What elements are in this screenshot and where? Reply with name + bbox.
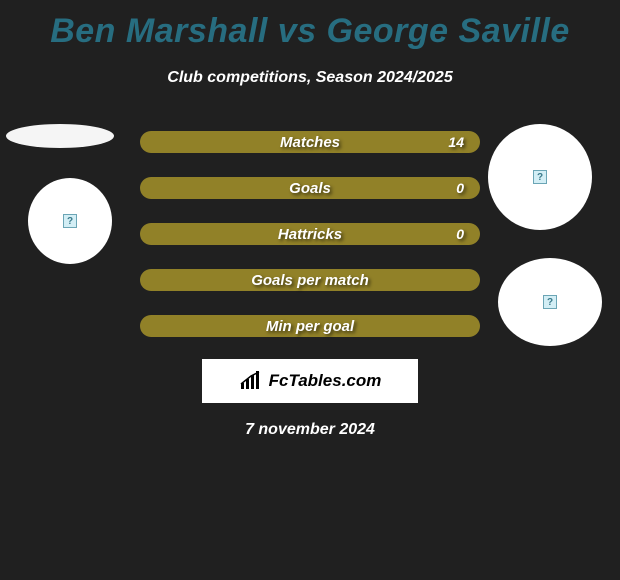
stat-bar: Goals per match <box>140 269 480 291</box>
player-right-top-circle: ? <box>488 124 592 230</box>
question-icon: ? <box>63 214 77 228</box>
page-title: Ben Marshall vs George Saville <box>0 0 620 51</box>
stat-bar: Min per goal <box>140 315 480 337</box>
stat-bar: Hattricks 0 <box>140 223 480 245</box>
subtitle: Club competitions, Season 2024/2025 <box>0 69 620 87</box>
stat-bar-label: Min per goal <box>266 318 354 335</box>
question-icon: ? <box>543 295 557 309</box>
stat-bar-value: 14 <box>448 134 464 150</box>
stat-bar-value: 0 <box>456 226 464 242</box>
stat-bar-label: Goals per match <box>251 272 369 289</box>
decoration-ellipse-left <box>6 124 114 148</box>
watermark-text: FcTables.com <box>269 371 382 391</box>
stat-bar: Matches 14 <box>140 131 480 153</box>
stat-bar-label: Goals <box>289 180 331 197</box>
question-icon: ? <box>533 170 547 184</box>
player-right-bottom-circle: ? <box>498 258 602 346</box>
watermark: FcTables.com <box>202 359 418 403</box>
watermark-icon <box>239 371 263 391</box>
stat-bar-value: 0 <box>456 180 464 196</box>
date-label: 7 november 2024 <box>0 421 620 439</box>
stat-bar: Goals 0 <box>140 177 480 199</box>
stat-bar-label: Matches <box>280 134 340 151</box>
player-left-circle: ? <box>28 178 112 264</box>
stat-bar-label: Hattricks <box>278 226 342 243</box>
